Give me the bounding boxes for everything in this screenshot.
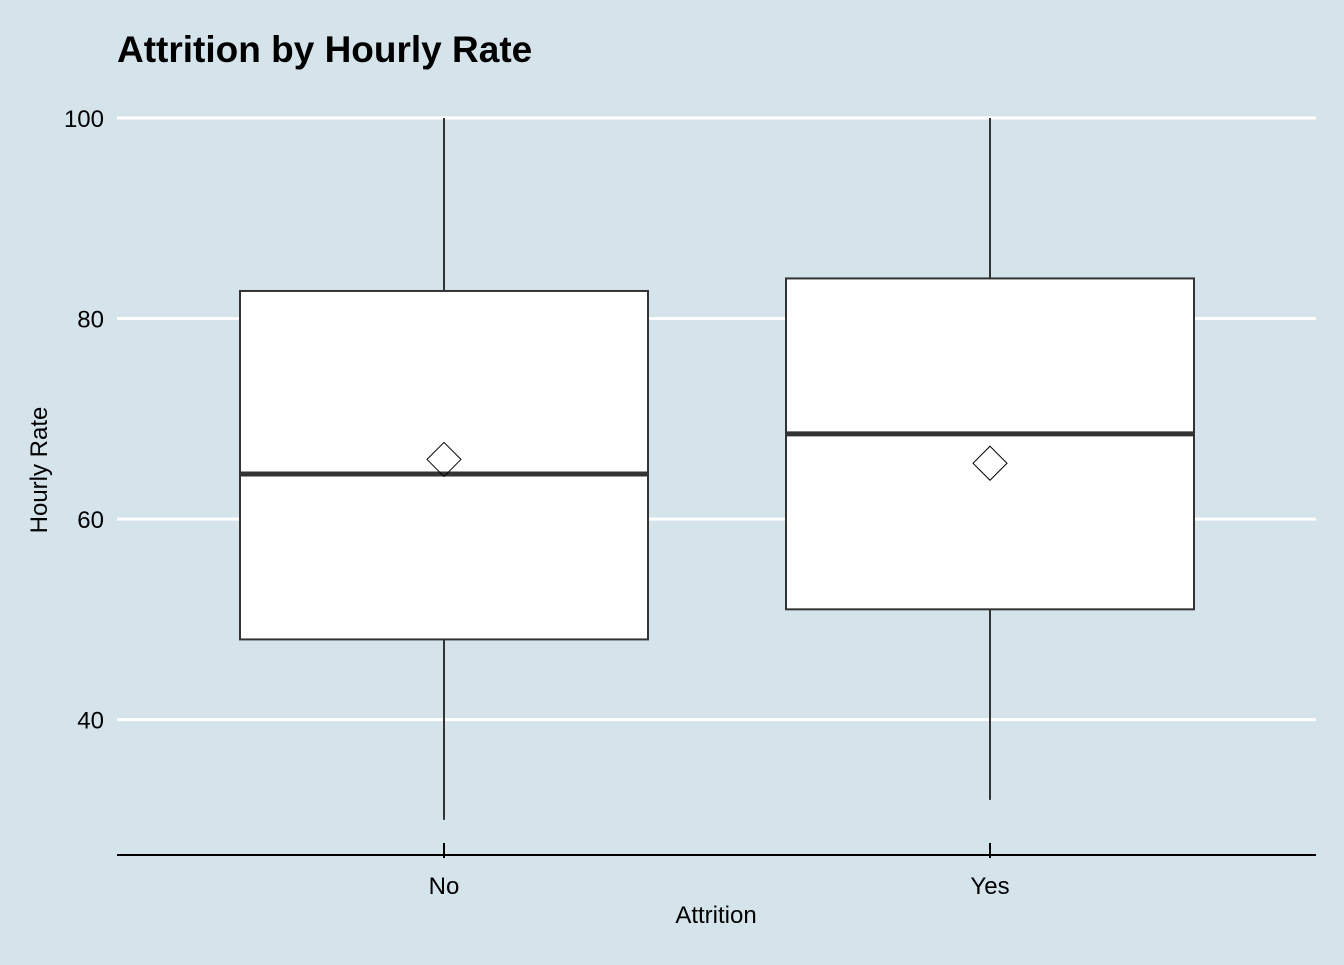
labels: Attrition by Hourly Rate Attrition Hourl… [26, 29, 757, 929]
y-axis-title: Hourly Rate [26, 407, 53, 534]
y-tick-label: 80 [77, 307, 104, 334]
y-tick-label: 60 [77, 507, 104, 534]
mean-marker [426, 441, 462, 478]
iqr-box [239, 289, 649, 641]
chart-title: Attrition by Hourly Rate [117, 29, 532, 70]
y-tick-label: 100 [64, 106, 104, 133]
x-axis-title: Attrition [675, 902, 756, 929]
x-tick-label-no: No [429, 873, 460, 900]
boxplot-yes [785, 118, 1195, 800]
iqr-box [785, 277, 1195, 611]
axes: 40 60 80 100 No Yes [64, 106, 1316, 900]
boxplots [239, 118, 1195, 820]
mean-marker [972, 445, 1008, 481]
boxplot-no [239, 118, 649, 820]
x-tick-label-yes: Yes [970, 873, 1009, 900]
y-tick-label: 40 [77, 708, 104, 735]
